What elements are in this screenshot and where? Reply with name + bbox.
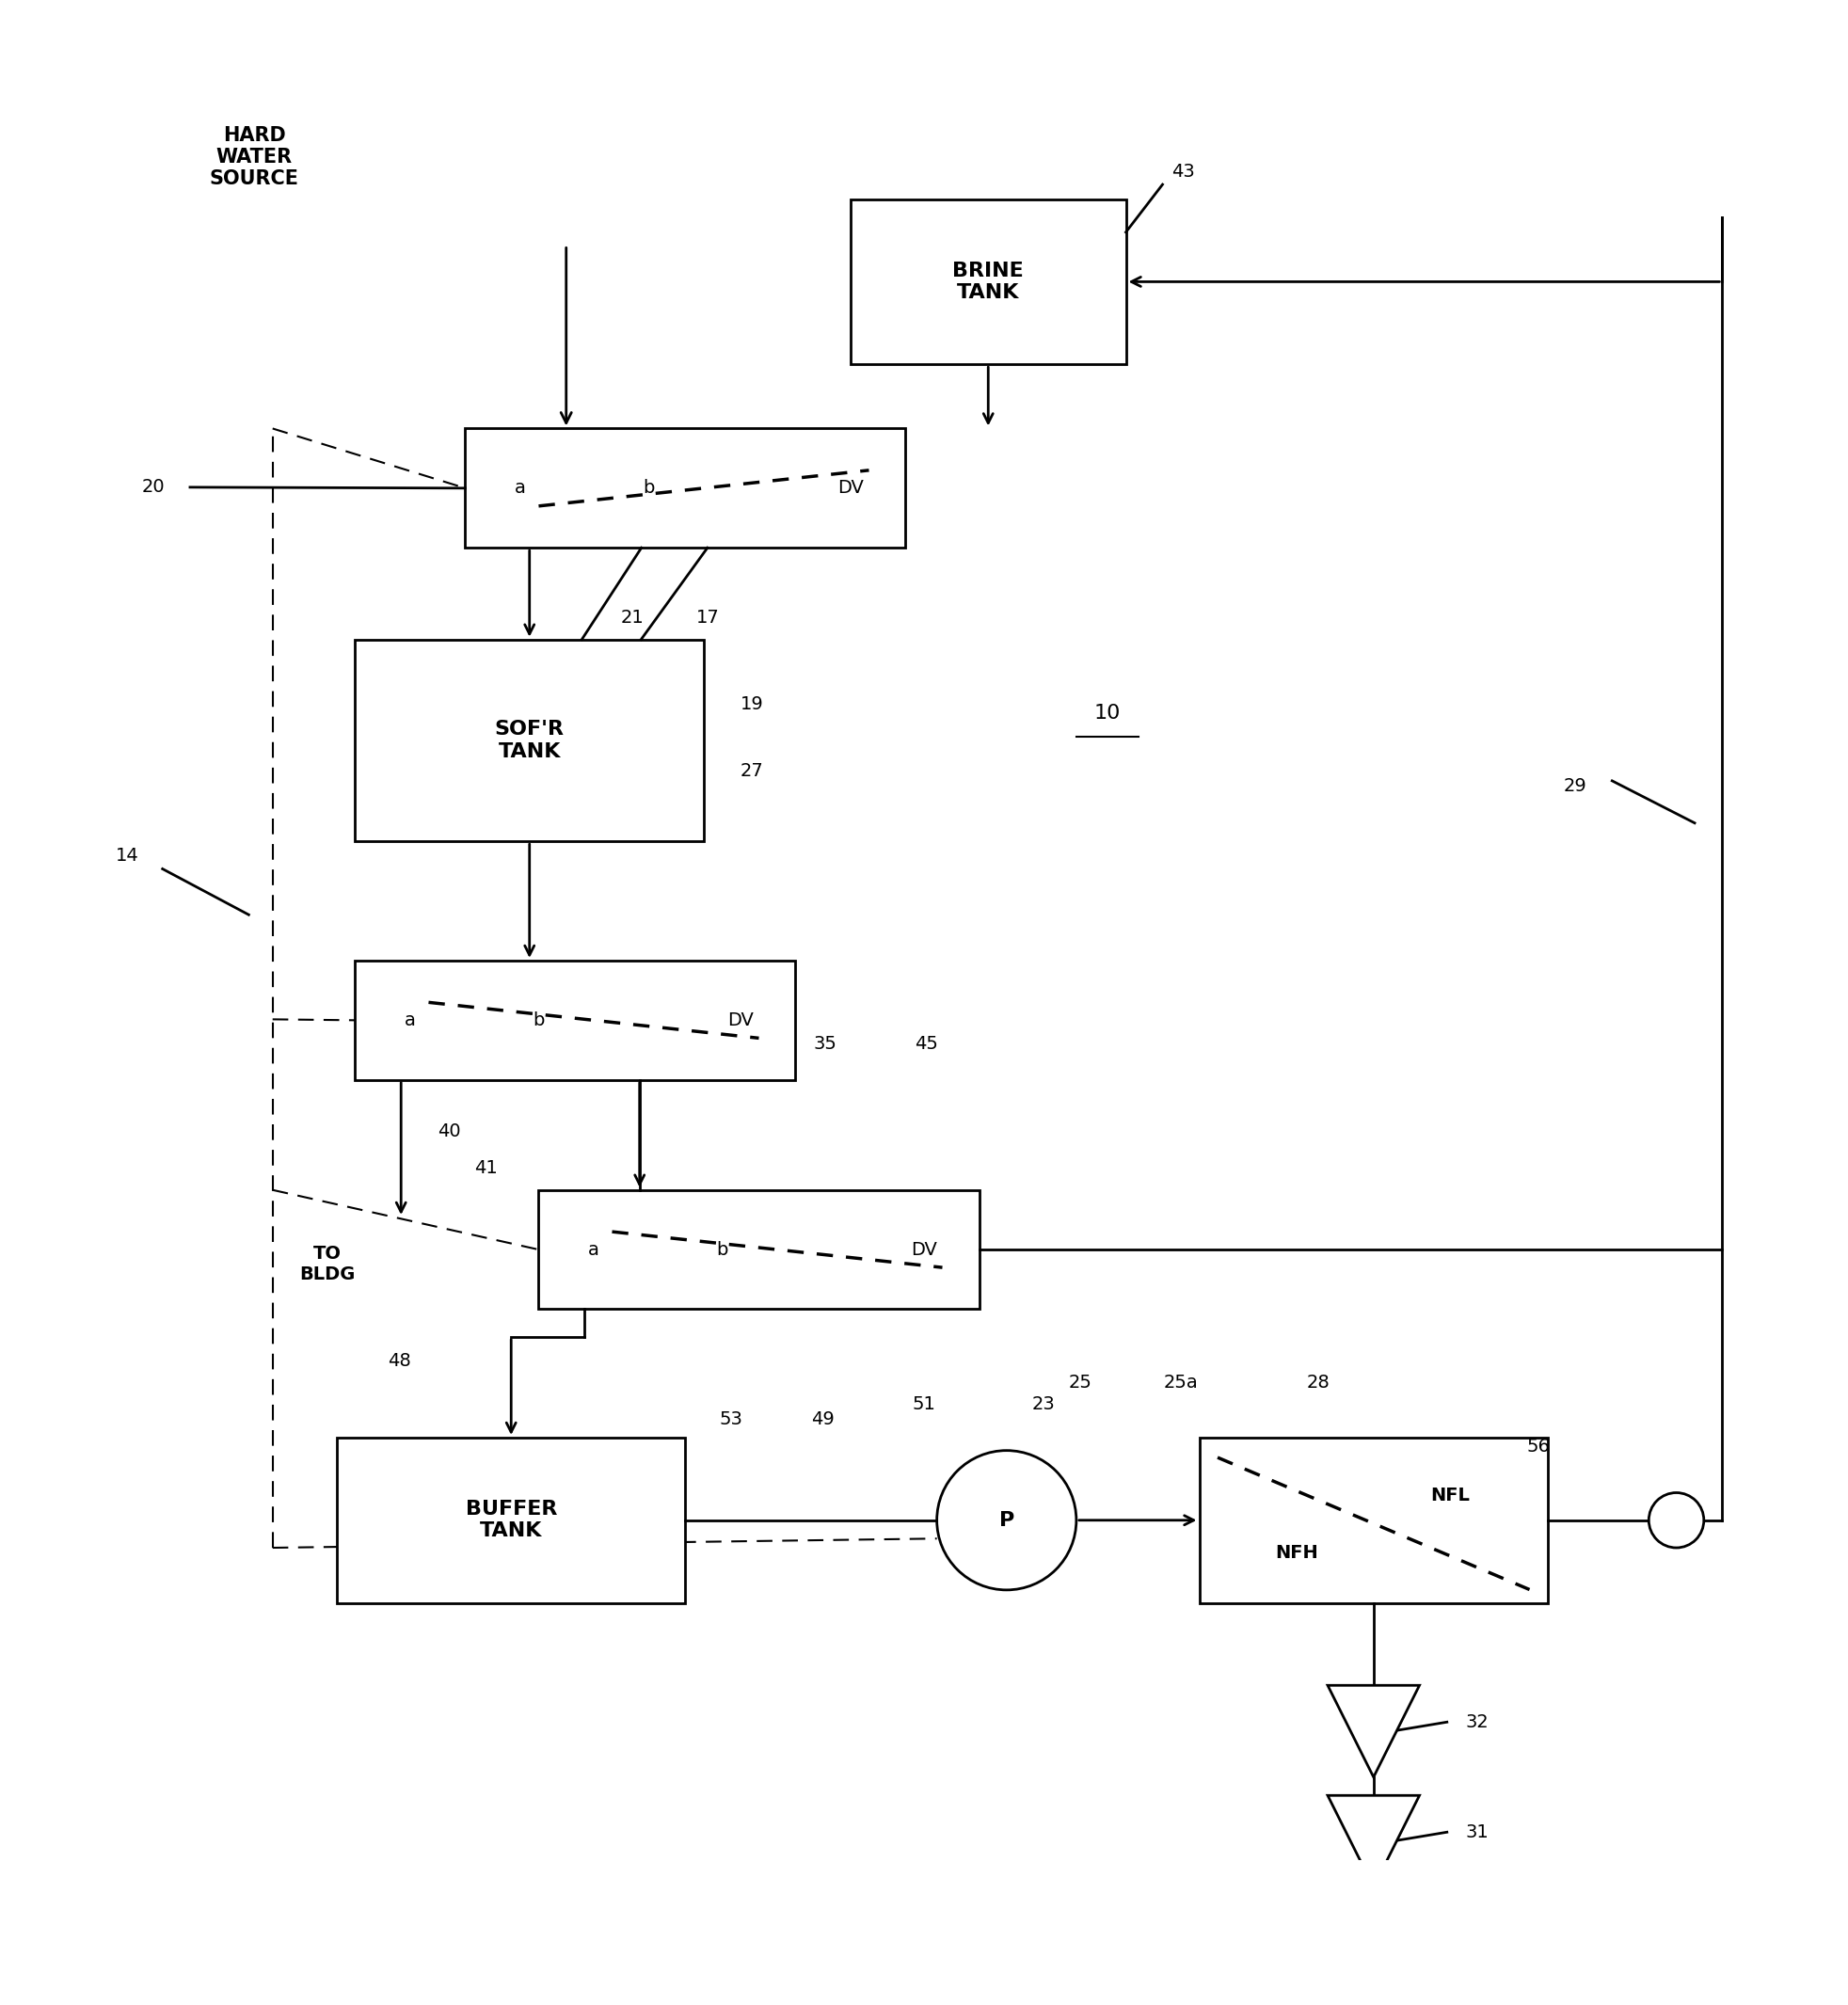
Text: 17: 17 xyxy=(697,610,719,626)
Text: 56: 56 xyxy=(1526,1438,1550,1456)
Text: BRINE
TANK: BRINE TANK xyxy=(952,261,1024,303)
Circle shape xyxy=(1648,1492,1704,1548)
Bar xyxy=(1199,1438,1549,1602)
Text: NFL: NFL xyxy=(1430,1486,1469,1504)
Text: 32: 32 xyxy=(1465,1712,1489,1730)
Text: NFH: NFH xyxy=(1275,1544,1318,1562)
Text: TO
BLDG: TO BLDG xyxy=(299,1245,355,1283)
Text: SOF'R
TANK: SOF'R TANK xyxy=(495,720,564,760)
Text: 27: 27 xyxy=(741,762,763,780)
Text: a: a xyxy=(516,479,527,497)
Text: a: a xyxy=(588,1241,599,1259)
Bar xyxy=(850,198,1125,365)
Bar xyxy=(355,960,795,1081)
Text: 20: 20 xyxy=(142,479,164,495)
Text: 19: 19 xyxy=(741,696,763,714)
Bar xyxy=(355,640,704,842)
Circle shape xyxy=(937,1450,1076,1590)
Text: HARD
WATER
SOURCE: HARD WATER SOURCE xyxy=(209,126,299,188)
Text: 40: 40 xyxy=(438,1123,460,1141)
Text: 43: 43 xyxy=(1172,162,1196,180)
Text: P: P xyxy=(1000,1512,1015,1530)
Text: 28: 28 xyxy=(1307,1373,1331,1391)
Text: 49: 49 xyxy=(811,1410,835,1428)
Text: 53: 53 xyxy=(719,1410,743,1428)
Text: 45: 45 xyxy=(915,1035,939,1053)
Bar xyxy=(336,1438,686,1602)
Polygon shape xyxy=(1327,1686,1419,1776)
Text: DV: DV xyxy=(837,479,863,497)
Text: 41: 41 xyxy=(475,1159,497,1177)
Text: DV: DV xyxy=(911,1241,937,1259)
Bar xyxy=(538,1189,979,1309)
Text: b: b xyxy=(532,1011,545,1029)
Bar xyxy=(466,429,906,547)
Text: 25a: 25a xyxy=(1164,1373,1198,1391)
Text: 31: 31 xyxy=(1465,1823,1489,1841)
Polygon shape xyxy=(1327,1794,1419,1887)
Text: BUFFER
TANK: BUFFER TANK xyxy=(466,1500,556,1540)
Text: 51: 51 xyxy=(913,1395,935,1414)
Text: 25: 25 xyxy=(1068,1373,1092,1391)
Text: a: a xyxy=(405,1011,416,1029)
Text: 23: 23 xyxy=(1031,1395,1055,1414)
Text: 14: 14 xyxy=(116,846,139,864)
Text: 21: 21 xyxy=(621,610,645,626)
Text: 35: 35 xyxy=(813,1035,837,1053)
Text: 48: 48 xyxy=(388,1351,412,1369)
Text: b: b xyxy=(643,479,654,497)
Text: b: b xyxy=(717,1241,728,1259)
Text: DV: DV xyxy=(728,1011,754,1029)
Text: 10: 10 xyxy=(1094,704,1122,722)
Text: 29: 29 xyxy=(1563,778,1587,796)
